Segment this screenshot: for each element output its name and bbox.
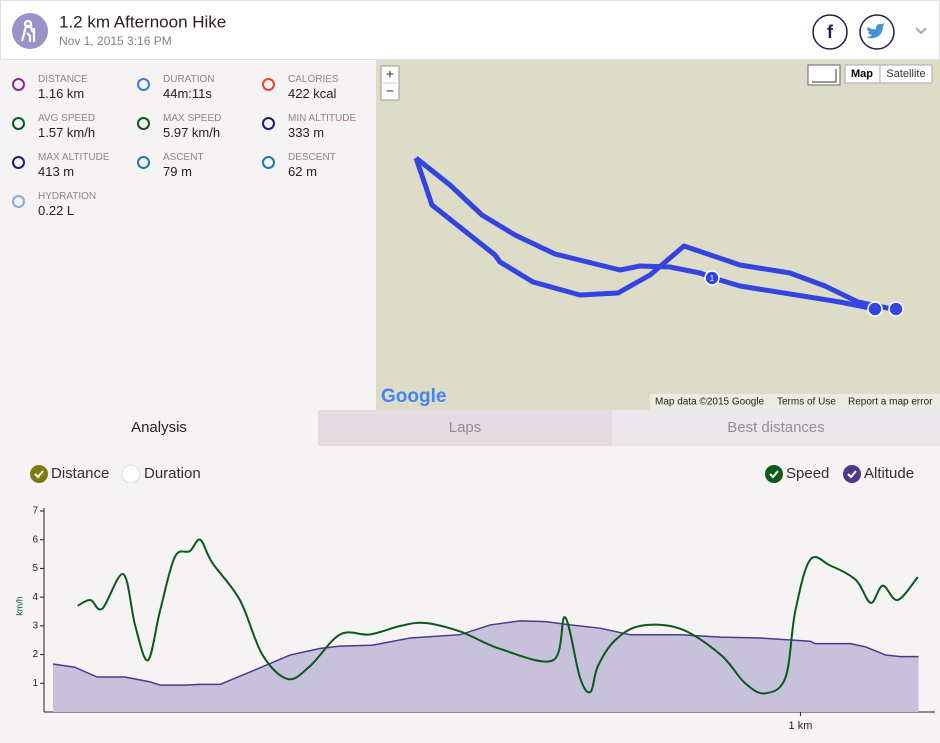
lap-marker[interactable] xyxy=(704,270,720,286)
fullscreen-button[interactable] xyxy=(807,64,841,86)
stat-value: 5.97 km/h xyxy=(163,125,221,140)
tab[interactable]: Laps xyxy=(318,410,612,446)
stat-label: ASCENT xyxy=(163,152,204,163)
lap-marker-label: 1 xyxy=(710,274,715,283)
x-tick-label: 1 km xyxy=(789,720,813,732)
attribution-strip xyxy=(650,394,940,410)
y-tick-label: 1 xyxy=(32,678,38,689)
chart: Distance Duration km/h 1 2 3 4 5 6 7 1 km Speed A… xyxy=(14,464,935,732)
stat-value: 333 m xyxy=(288,125,325,140)
tab[interactable]: Best distances xyxy=(612,410,940,446)
stat-icon xyxy=(137,78,150,91)
stat-value: 422 kcal xyxy=(288,86,337,101)
stat-icon xyxy=(137,117,150,130)
tab[interactable]: Analysis xyxy=(0,410,318,446)
stat-label: MAX ALTITUDE xyxy=(38,152,110,163)
stat-label: CALORIES xyxy=(288,74,339,85)
y-tick-label: 3 xyxy=(32,620,38,631)
stat-icon xyxy=(12,78,25,91)
map-report[interactable]: Report a map error xyxy=(848,397,933,408)
stat-icon xyxy=(12,117,25,130)
stat-value: 44m:11s xyxy=(163,86,212,101)
map-type-satellite[interactable] xyxy=(879,64,933,84)
altitude-line xyxy=(52,620,919,686)
legend-label: Speed xyxy=(786,465,829,482)
stat-icon xyxy=(262,156,275,169)
stat-icon xyxy=(12,195,25,208)
twitter-glyph xyxy=(866,23,885,39)
expand-chevron[interactable] xyxy=(915,27,927,35)
y-tick-label: 6 xyxy=(32,534,38,545)
map-graphics: 1 + − Map Satellite Google Map data ©201… xyxy=(380,64,940,410)
altitude-area xyxy=(53,620,919,712)
end-marker[interactable] xyxy=(888,301,904,317)
stat-icon xyxy=(262,78,275,91)
stat-icon xyxy=(12,156,25,169)
y-tick-label: 4 xyxy=(32,592,38,603)
fullscreen-glyph xyxy=(812,69,837,83)
y-tick-label: 2 xyxy=(32,649,38,660)
stat-icon xyxy=(137,156,150,169)
facebook-label: f xyxy=(827,22,834,42)
tab-bar: Analysis Laps Best distances xyxy=(0,410,940,446)
stat-label: AVG SPEED xyxy=(38,113,96,124)
zoom-in[interactable]: + xyxy=(386,66,394,82)
stat-value: 62 m xyxy=(288,164,317,179)
y-tick-label: 5 xyxy=(32,563,38,574)
stats-panel: DISTANCE 1.16 km DURATION 44m:11s CALORIES 42… xyxy=(0,60,375,410)
map[interactable]: 1 + − Map Satellite Google Map data ©201… xyxy=(376,60,940,410)
activity-icon xyxy=(12,13,48,49)
toggle-label: Distance xyxy=(51,465,109,482)
map-logo: Google xyxy=(381,386,446,407)
toggle-label: Duration xyxy=(144,465,201,482)
hiker-glyph xyxy=(20,19,36,42)
stat-label: DURATION xyxy=(163,74,215,85)
activity-date: Nov 1, 2015 3:16 PM xyxy=(59,34,172,48)
map-attribution: Map data ©2015 Google xyxy=(655,397,765,408)
map-button-label: Map xyxy=(851,68,873,80)
route xyxy=(414,156,871,311)
stat-label: HYDRATION xyxy=(38,191,97,202)
activity-title: 1.2 km Afternoon Hike xyxy=(59,12,226,31)
stat-icon xyxy=(262,117,275,130)
y-axis-label: km/h xyxy=(14,596,24,616)
stat-label: MAX SPEED xyxy=(163,113,222,124)
facebook-button[interactable] xyxy=(812,14,848,50)
stat-value: 79 m xyxy=(163,164,192,179)
check-glyph xyxy=(769,470,779,479)
route xyxy=(413,157,898,313)
toggle-checked[interactable] xyxy=(30,465,48,483)
speed-line xyxy=(77,538,919,695)
stat-value: 1.57 km/h xyxy=(38,125,96,140)
stat-value: 413 m xyxy=(38,164,75,179)
check-glyph xyxy=(847,470,857,479)
stat-label: DESCENT xyxy=(288,152,336,163)
map-terms[interactable]: Terms of Use xyxy=(777,397,836,408)
legend-toggle[interactable] xyxy=(765,465,783,483)
check-glyph xyxy=(34,470,44,479)
legend-label: Altitude xyxy=(864,465,914,482)
stat-label: MIN ALTITUDE xyxy=(288,113,357,124)
toggle-unchecked[interactable] xyxy=(121,464,141,484)
stat-label: DISTANCE xyxy=(38,74,88,85)
zoom-out[interactable]: − xyxy=(386,83,394,99)
legend-toggle[interactable] xyxy=(843,465,861,483)
start-marker[interactable] xyxy=(867,301,883,317)
y-tick-label: 7 xyxy=(32,506,38,517)
header-graphics: 1.2 km Afternoon Hike Nov 1, 2015 3:16 P… xyxy=(12,12,927,50)
satellite-button-label: Satellite xyxy=(886,68,925,80)
stat-value: 1.16 km xyxy=(38,86,85,101)
stat-value: 0.22 L xyxy=(38,203,75,218)
header: 1.2 km Afternoon Hike Nov 1, 2015 3:16 P… xyxy=(0,0,940,60)
